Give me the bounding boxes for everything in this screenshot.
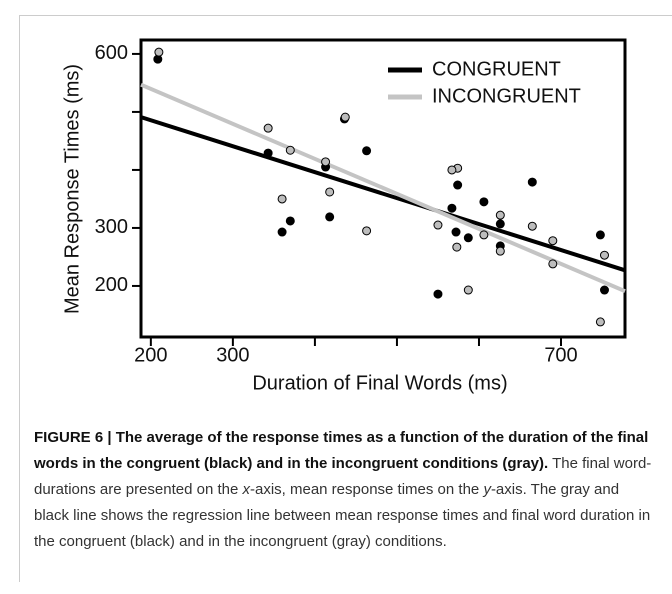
figure-frame: [19, 15, 672, 582]
data-point: [495, 246, 505, 256]
chart: Duration of Final Words (ms) Mean Respon…: [61, 38, 627, 394]
data-point: [340, 112, 350, 122]
data-point: [595, 230, 605, 240]
y-tick-label: 200: [95, 274, 128, 296]
legend-label: CONGRUENT: [432, 58, 561, 80]
data-point: [599, 250, 609, 260]
data-point: [595, 317, 605, 327]
caption-text: The final word-durations are presented o…: [34, 455, 652, 498]
data-point: [447, 165, 457, 175]
caption-text: -axis, mean response times on the: [249, 481, 484, 498]
x-tick-label: 300: [216, 344, 249, 366]
data-point: [325, 187, 335, 197]
x-tick-label: 200: [134, 344, 167, 366]
plot-area: [139, 38, 627, 339]
data-point: [433, 289, 443, 299]
regression-line: [140, 82, 626, 294]
data-point: [154, 47, 164, 57]
data-point: [453, 180, 463, 190]
data-point: [285, 145, 295, 155]
y-tick-label: 600: [95, 42, 128, 64]
caption-title: FIGURE 6 | The average of the response t…: [34, 429, 649, 472]
data-point: [452, 242, 462, 252]
legend-label: INCONGRUENT: [432, 85, 581, 107]
x-axis-label: Duration of Final Words (ms): [252, 372, 507, 394]
data-point: [495, 219, 505, 229]
data-point: [362, 146, 372, 156]
caption-text: y: [483, 481, 491, 498]
data-point: [479, 197, 489, 207]
data-point: [263, 148, 273, 158]
data-point: [463, 233, 473, 243]
regression-line: [140, 115, 626, 273]
data-point: [285, 216, 295, 226]
data-point: [447, 203, 457, 213]
data-point: [527, 221, 537, 231]
data-point: [495, 210, 505, 220]
data-point: [479, 230, 489, 240]
caption-text: x: [242, 481, 250, 498]
data-point: [599, 285, 609, 295]
data-point: [548, 236, 558, 246]
caption: FIGURE 6 | The average of the response t…: [34, 425, 654, 555]
data-point: [433, 220, 443, 230]
caption-text: -axis. The gray and black line shows the…: [34, 481, 651, 550]
data-point: [325, 212, 335, 222]
data-point: [321, 157, 331, 167]
data-point: [362, 226, 372, 236]
data-point: [463, 285, 473, 295]
data-point: [451, 227, 461, 237]
x-tick-label: 700: [544, 344, 577, 366]
data-point: [277, 194, 287, 204]
y-tick-label: 300: [95, 216, 128, 238]
data-point: [277, 227, 287, 237]
data-point: [548, 259, 558, 269]
data-point: [263, 123, 273, 133]
y-axis-label: Mean Response Times (ms): [61, 64, 83, 314]
data-point: [527, 177, 537, 187]
